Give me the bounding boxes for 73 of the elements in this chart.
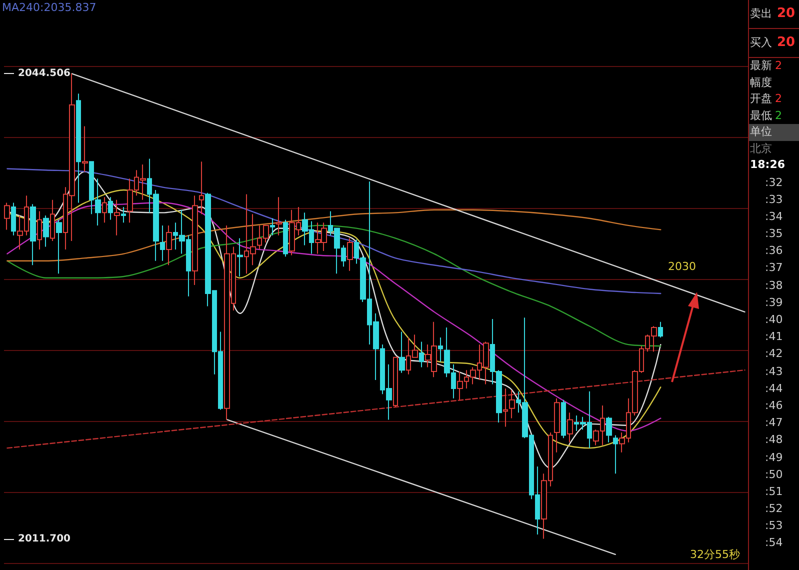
candlestick bbox=[82, 126, 88, 172]
line-series bbox=[6, 224, 662, 347]
text: :46 bbox=[764, 398, 784, 414]
candlestick bbox=[199, 161, 204, 215]
text: :35 bbox=[764, 226, 784, 242]
text: :54 bbox=[764, 535, 784, 552]
line-series bbox=[6, 209, 662, 262]
candlestick bbox=[399, 331, 405, 374]
line-series bbox=[6, 168, 662, 294]
text: 最低 2 bbox=[749, 108, 783, 124]
candlestick bbox=[561, 399, 566, 439]
annotation: 2030 bbox=[668, 260, 696, 273]
text: :32 bbox=[764, 174, 784, 190]
candlestick bbox=[276, 196, 282, 236]
text: :33 bbox=[764, 192, 784, 208]
text: :40 bbox=[764, 312, 784, 328]
candlestick bbox=[613, 434, 618, 474]
candlestick bbox=[438, 336, 443, 362]
candlestick bbox=[270, 218, 275, 236]
candlestick bbox=[114, 199, 120, 236]
text: :53 bbox=[764, 518, 784, 534]
text: :52 bbox=[764, 501, 784, 518]
text: 北京 bbox=[749, 140, 773, 156]
text: :50 bbox=[764, 466, 784, 483]
text: 幅度 bbox=[749, 74, 773, 90]
text: :38 bbox=[764, 278, 784, 294]
candlestick bbox=[43, 215, 49, 248]
candlestick bbox=[102, 196, 107, 224]
candlestick bbox=[347, 238, 353, 272]
text: :43 bbox=[764, 364, 784, 380]
text: :51 bbox=[764, 484, 784, 500]
text: :47 bbox=[764, 415, 784, 432]
candlestick bbox=[567, 412, 573, 443]
text: 单位 bbox=[749, 124, 799, 140]
candlestick bbox=[283, 219, 288, 258]
candlestick bbox=[121, 206, 126, 224]
candlestick bbox=[192, 195, 198, 286]
candlestick bbox=[509, 389, 515, 419]
y-tick-label: 2011.700 bbox=[18, 533, 71, 544]
candlestick bbox=[160, 224, 165, 262]
candlestick bbox=[237, 238, 243, 277]
text: :37 bbox=[764, 260, 784, 276]
annotation: MA240:2035.837 bbox=[2, 1, 96, 14]
annotation: 32分55秒 bbox=[690, 548, 740, 561]
candlestick bbox=[11, 202, 16, 236]
candlestick bbox=[56, 219, 62, 274]
text: :49 bbox=[764, 450, 784, 466]
text: 买入 20 bbox=[749, 29, 799, 58]
text: 开盘 2 bbox=[749, 91, 783, 107]
candlestick bbox=[166, 224, 172, 266]
text: :48 bbox=[764, 432, 784, 448]
y-tick-label: 2044.506 bbox=[18, 68, 71, 80]
candlestick bbox=[606, 416, 612, 443]
text: 最新 2 bbox=[749, 58, 783, 74]
candlestick bbox=[393, 356, 398, 408]
candlestick bbox=[658, 321, 663, 338]
text: 18:26 bbox=[749, 157, 786, 173]
text: :36 bbox=[764, 243, 784, 260]
candlestick bbox=[50, 199, 55, 242]
text: :42 bbox=[764, 346, 784, 362]
text: 卖出 20 bbox=[749, 0, 799, 29]
candlestick bbox=[554, 398, 560, 453]
text: :34 bbox=[764, 208, 784, 225]
candlestick bbox=[4, 202, 10, 230]
text: :39 bbox=[764, 294, 784, 311]
candlestick bbox=[503, 388, 508, 428]
text: :44 bbox=[764, 380, 784, 397]
candlestick bbox=[108, 196, 113, 220]
text: :41 bbox=[764, 329, 784, 346]
candlestick bbox=[76, 93, 81, 204]
candlestick bbox=[30, 204, 36, 266]
candlestick bbox=[37, 210, 42, 250]
candlestick bbox=[419, 341, 424, 368]
